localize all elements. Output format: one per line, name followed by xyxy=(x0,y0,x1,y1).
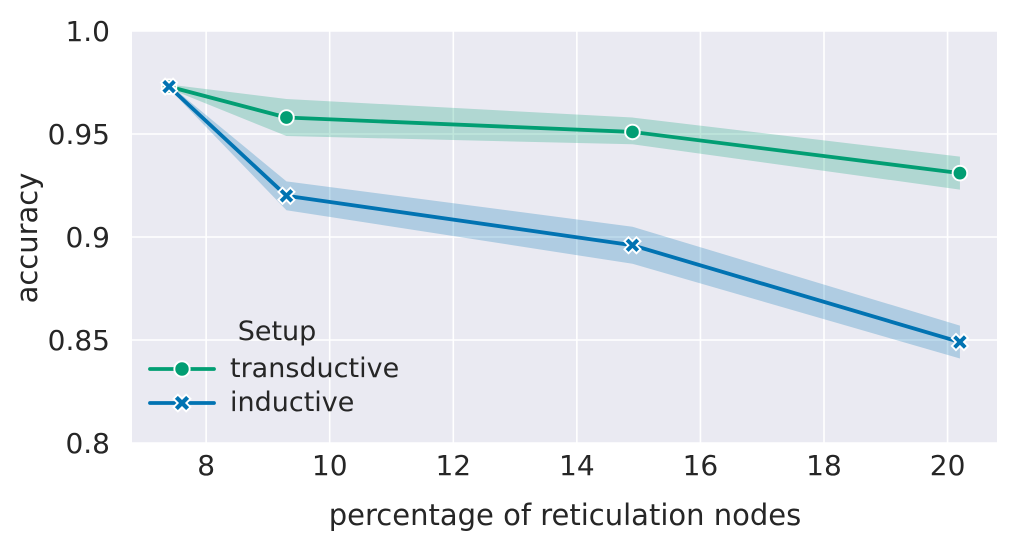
x-tick-label: 10 xyxy=(312,449,348,482)
legend-item-inductive: inductive xyxy=(146,386,408,420)
x-tick-label: 12 xyxy=(435,449,471,482)
data-point-marker-x xyxy=(277,186,296,206)
inductive-line-marker-icon xyxy=(148,393,216,413)
legend-label-transductive: transductive xyxy=(230,353,400,384)
series-line-inductive xyxy=(167,84,962,344)
x-tick-label: 18 xyxy=(806,449,842,482)
data-point-marker-circle xyxy=(278,109,295,126)
data-point-marker-circle xyxy=(173,360,191,378)
x-axis-label: percentage of reticulation nodes xyxy=(328,498,802,532)
y-tick-label: 1.0 xyxy=(65,15,110,48)
legend: Setup transductive inductive xyxy=(146,316,408,420)
data-point-marker-circle xyxy=(624,123,641,141)
legend-item-transductive: transductive xyxy=(146,352,408,386)
y-tick-label: 0.9 xyxy=(65,221,110,254)
legend-label-inductive: inductive xyxy=(230,387,355,418)
y-tick-label: 0.95 xyxy=(48,118,110,151)
y-axis-label: accuracy xyxy=(10,172,44,304)
data-point-marker-x xyxy=(623,235,642,255)
series-line-transductive xyxy=(167,84,962,176)
y-tick-label: 0.85 xyxy=(48,324,110,357)
data-point-marker-circle xyxy=(951,164,969,182)
y-tick-label: 0.8 xyxy=(65,427,110,460)
transductive-line-marker-icon xyxy=(148,360,216,378)
legend-title: Setup xyxy=(237,316,317,347)
data-point-marker-x xyxy=(950,332,970,352)
confidence-band-inductive xyxy=(169,84,960,359)
x-tick-label: 16 xyxy=(683,449,719,482)
x-tick-label: 20 xyxy=(930,449,966,482)
confidence-band-transductive xyxy=(169,84,960,190)
data-point-marker-x xyxy=(159,77,179,97)
x-tick-label: 8 xyxy=(197,449,215,482)
data-point-marker-x xyxy=(172,393,192,413)
x-tick-label: 14 xyxy=(559,449,595,482)
